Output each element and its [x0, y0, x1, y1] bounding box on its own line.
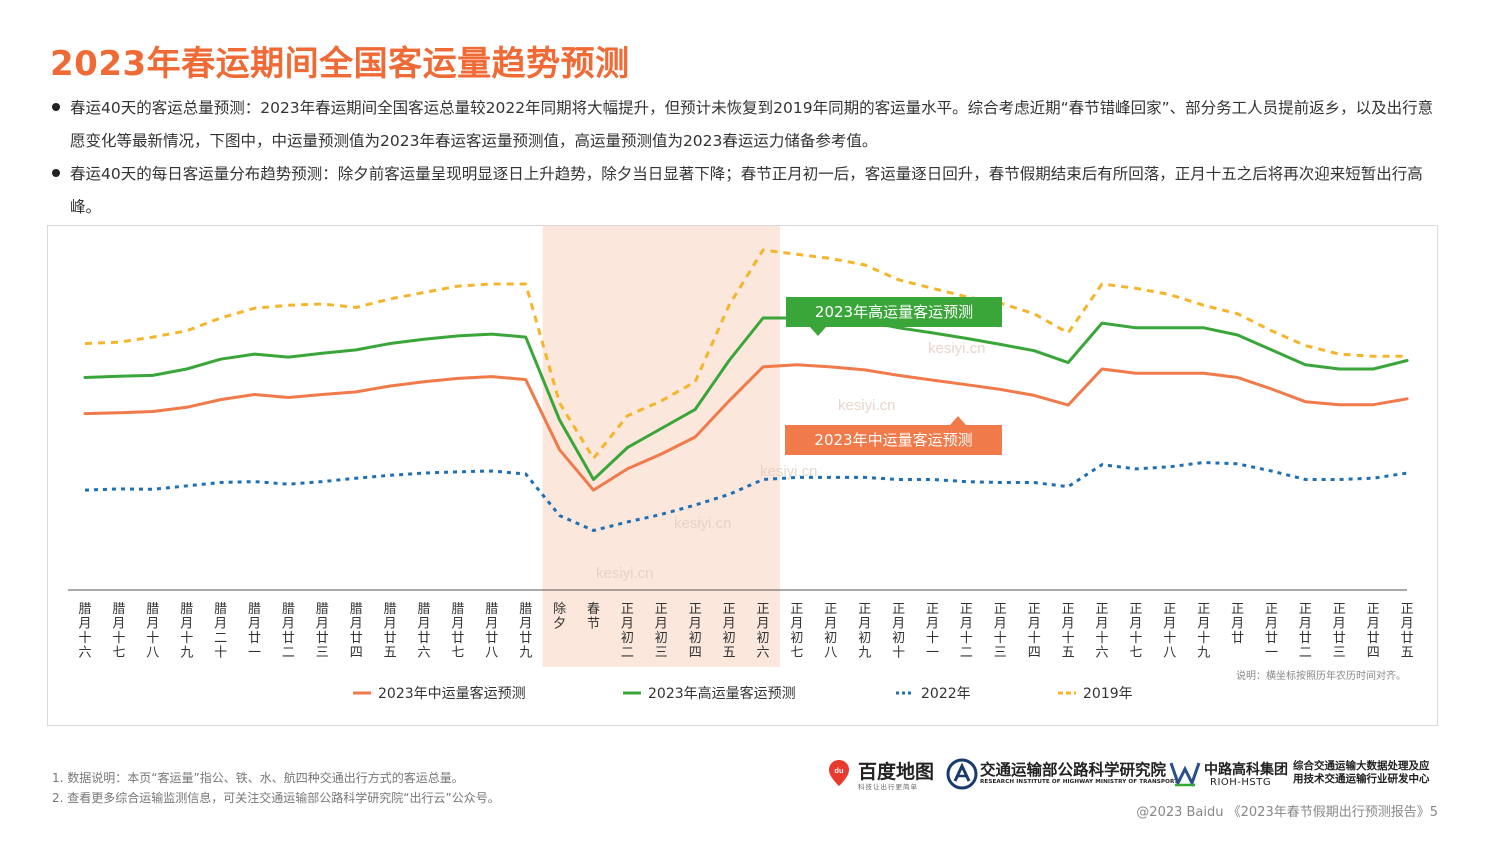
bullet-list: 春运40天的客运总量预测：2023年春运期间全国客运总量较2022年同期将大幅提… — [52, 92, 1447, 224]
watermark-text: kesiyi.cn — [760, 463, 818, 480]
legend-label-1: 2023年高运量客运预测 — [648, 685, 796, 702]
research-center-line-1: 综合交通运输大数据处理及应 — [1293, 760, 1430, 772]
bullet-item-1: 春运40天的客运总量预测：2023年春运期间全国客运总量较2022年同期将大幅提… — [52, 92, 1447, 158]
riohtl-emblem-icon — [946, 758, 978, 790]
legend-label-0: 2023年中运量客运预测 — [378, 685, 526, 702]
series-line-0 — [83, 363, 1409, 492]
footnote-2: 2. 查看更多综合运输监测信息，可关注交通运输部公路科学研究院“出行云”公众号。 — [52, 791, 500, 805]
footnote-1: 1. 数据说明：本页“客运量”指公、铁、水、航四种交通出行方式的客运总量。 — [52, 771, 464, 785]
x-tick-label: 正月廿二 — [1299, 602, 1312, 661]
x-tick-label: 腊月廿一 — [248, 602, 261, 661]
x-tick-label: 除夕 — [553, 602, 566, 632]
x-tick-label: 正月十四 — [1028, 602, 1041, 661]
annotation-box-1 — [785, 425, 1002, 455]
x-tick-label: 腊月十九 — [180, 602, 193, 661]
x-tick-label: 正月十一 — [926, 602, 939, 661]
annotation-pointer-1 — [950, 416, 966, 425]
watermark-text: kesiyi.cn — [596, 565, 654, 582]
x-tick-label: 正月初六 — [756, 602, 769, 661]
x-tick-label: 腊月二十 — [214, 602, 227, 661]
x-tick-label: 正月初二 — [621, 602, 634, 661]
baidu-map-logo-text: 百度地图 — [858, 761, 935, 783]
x-tick-label: 正月初四 — [689, 602, 702, 661]
x-tick-label: 腊月廿九 — [519, 602, 532, 661]
footnotes: 1. 数据说明：本页“客运量”指公、铁、水、航四种交通出行方式的客运总量。 2.… — [52, 768, 500, 808]
logo-bar: du 百度地图 科技让出行更简单 交通运输部公路科学研究院 RESEARCH I… — [828, 755, 1440, 795]
line-chart: kesiyi.cn kesiyi.cn kesiyi.cn kesiyi.cn kesi… — [68, 226, 1414, 702]
watermark-text: kesiyi.cn — [928, 340, 986, 357]
x-tick-label: 正月十五 — [1062, 602, 1075, 661]
annotation-box-0 — [786, 297, 1002, 327]
series-line-1 — [83, 316, 1409, 481]
x-tick-label: 腊月十七 — [112, 602, 125, 661]
series-line-3 — [84, 248, 1408, 460]
x-tick-label: 腊月十六 — [78, 602, 91, 661]
holiday-highlight-band — [542, 226, 780, 667]
x-tick-label: 正月初八 — [824, 602, 837, 661]
research-center-name: 综合交通运输大数据处理及应 用技术交通运输行业研发中心 — [1293, 760, 1430, 786]
watermark-text: kesiyi.cn — [674, 515, 732, 532]
x-tick-label: 正月廿三 — [1333, 602, 1346, 661]
x-tick-label: 正月十九 — [1197, 602, 1210, 661]
x-tick-label: 腊月廿八 — [485, 602, 498, 661]
chart-note: 说明：横坐标按照历年农历时间对齐。 — [1236, 669, 1406, 682]
x-tick-label: 正月廿 — [1231, 602, 1244, 646]
x-tick-label: 正月十三 — [994, 602, 1007, 661]
x-tick-label: 春节 — [587, 602, 600, 632]
page-title: 2023年春运期间全国客运量趋势预测 — [50, 44, 630, 84]
research-center-line-2: 用技术交通运输行业研发中心 — [1293, 773, 1430, 785]
legend-label-2: 2022年 — [921, 686, 971, 702]
x-tick-label: 腊月廿二 — [282, 602, 295, 661]
x-tick-label: 正月十二 — [960, 602, 973, 661]
bullet-item-2: 春运40天的每日客运量分布趋势预测：除夕前客运量呈现明显逐日上升趋势，除夕当日显… — [52, 158, 1447, 224]
x-tick-label: 正月初七 — [790, 602, 803, 661]
legend-label-3: 2019年 — [1083, 686, 1133, 702]
x-tick-label: 腊月廿七 — [451, 602, 464, 661]
baidu-map-slogan: 科技让出行更简单 — [858, 783, 918, 791]
x-tick-label: 正月十七 — [1129, 602, 1142, 661]
baidu-map-pin-icon: du — [829, 760, 849, 786]
annotation-label-0: 2023年高运量客运预测 — [815, 303, 973, 321]
x-tick-label: 正月廿一 — [1265, 602, 1278, 661]
annotation-pointer-0 — [810, 327, 826, 336]
hstg-emblem-icon — [1169, 762, 1201, 787]
watermark-text: kesiyi.cn — [838, 397, 896, 414]
x-tick-label: 正月廿四 — [1367, 602, 1380, 661]
x-tick-label: 腊月廿三 — [316, 602, 329, 661]
x-tick-label: 正月廿五 — [1401, 602, 1414, 661]
x-tick-label: 腊月廿四 — [350, 602, 363, 661]
x-tick-label: 腊月十八 — [146, 602, 159, 661]
x-tick-label: 腊月廿五 — [384, 602, 397, 661]
x-tick-label: 正月初九 — [858, 602, 871, 661]
hstg-logo-english: RIOH-HSTG — [1210, 777, 1272, 788]
chart-frame: kesiyi.cn kesiyi.cn kesiyi.cn kesiyi.cn kesi… — [47, 225, 1438, 726]
x-tick-label: 正月初三 — [655, 602, 668, 661]
x-tick-label: 正月十六 — [1095, 602, 1108, 661]
riohtl-logo-english: RESEARCH INSTITUTE OF HIGHWAY MINISTRY O… — [980, 779, 1179, 785]
x-tick-label: 正月十八 — [1163, 602, 1176, 661]
riohtl-logo-text: 交通运输部公路科学研究院 — [980, 761, 1167, 779]
copyright-footer: @2023 Baidu 《2023年春节假期出行预测报告》5 — [1136, 805, 1438, 820]
hstg-logo-text: 中路高科集团 — [1204, 762, 1288, 778]
x-tick-label: 腊月廿六 — [417, 602, 430, 661]
x-tick-label: 正月初十 — [892, 602, 905, 661]
annotation-label-1: 2023年中运量客运预测 — [814, 431, 972, 449]
x-tick-label: 正月初五 — [723, 602, 736, 661]
svg-text:du: du — [834, 766, 844, 775]
